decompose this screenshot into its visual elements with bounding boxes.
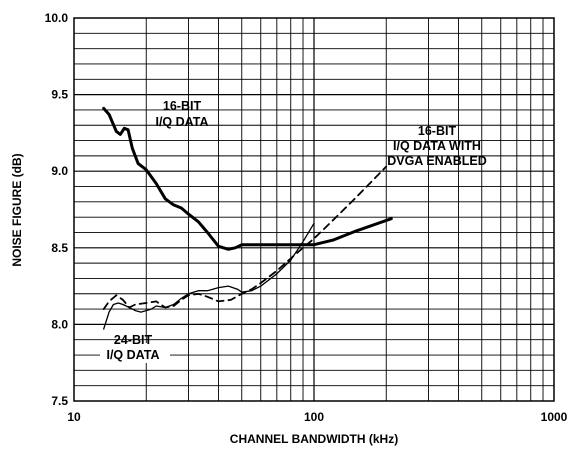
annotations: 16-BIT I/Q DATA 16-BIT I/Q DATA WITH DVG… [100, 99, 487, 363]
annotation-24bit-background [100, 343, 170, 363]
annotation-24bit-line1: 24-BIT [114, 333, 153, 347]
y-tick-label: 9.0 [51, 164, 68, 178]
series-line-16bit [102, 106, 393, 251]
axis-tick-labels: 10 100 1000 7.5 8.0 8.5 9.0 9.5 10.0 [45, 11, 568, 424]
series-lines [102, 106, 393, 330]
annotation-24bit-line2: I/Q DATA [106, 348, 159, 362]
y-tick-label: 8.0 [51, 317, 68, 331]
y-tick-label: 7.5 [51, 394, 68, 408]
y-tick-label: 9.5 [51, 88, 68, 102]
plot-frame [73, 17, 555, 402]
annotation-dvga-line3: DVGA ENABLED [387, 154, 487, 168]
series-line-16bit-dvga [102, 165, 388, 311]
series-line-24bit [103, 222, 315, 330]
annotation-dvga-line1: 16-BIT [418, 124, 457, 138]
x-tick-label: 100 [304, 410, 324, 424]
x-tick-label: 1000 [541, 410, 568, 424]
x-axis-title: CHANNEL BANDWIDTH (kHz) [230, 432, 398, 446]
annotation-16bit-line2: I/Q DATA [155, 115, 208, 129]
y-tick-label: 10.0 [45, 11, 69, 25]
y-axis-title: NOISE FIGURE (dB) [10, 153, 24, 266]
annotation-dvga-line2: I/Q DATA WITH [393, 139, 481, 153]
annotation-16bit-line1: 16-BIT [163, 99, 202, 113]
grid-lines [74, 18, 554, 401]
x-tick-label: 10 [67, 410, 81, 424]
y-tick-label: 8.5 [51, 241, 68, 255]
